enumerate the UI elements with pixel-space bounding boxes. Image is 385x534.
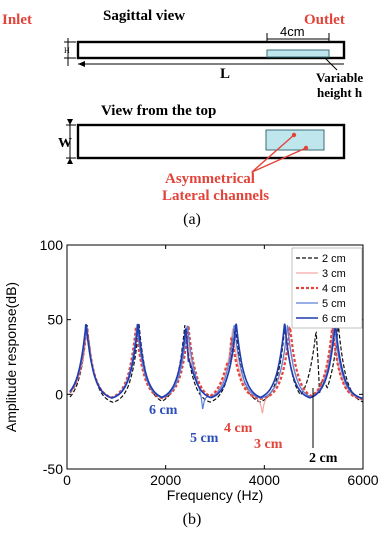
width-arrow-bottom bbox=[67, 158, 73, 164]
variable-height-line2: height h bbox=[317, 85, 363, 100]
x-tick-label: 4000 bbox=[249, 472, 280, 488]
x-tick-label: 2000 bbox=[150, 472, 181, 488]
variable-height-line1: Variable bbox=[316, 70, 363, 85]
legend-label: 6 cm bbox=[322, 313, 346, 325]
legend-label: 3 cm bbox=[322, 268, 346, 280]
series-line-6cm bbox=[69, 323, 363, 400]
legend-items: 2 cm 3 cm 4 cm 5 cm 6 cm bbox=[296, 253, 346, 325]
sagittal-lateral-channel bbox=[266, 49, 330, 58]
x-tick-label: 6000 bbox=[347, 472, 378, 488]
annotation-2cm: 2 cm bbox=[309, 451, 338, 466]
legend-label: 4 cm bbox=[322, 283, 346, 295]
inlet-label: Inlet bbox=[2, 12, 32, 28]
annotation-5cm: 5 cm bbox=[190, 431, 219, 446]
top-view-title: View from the top bbox=[101, 103, 216, 119]
channel-pointer-dot-1 bbox=[291, 132, 297, 138]
height-label: H bbox=[64, 46, 70, 55]
variable-height-pointer bbox=[324, 57, 338, 71]
length-label: L bbox=[220, 66, 230, 82]
channel-pointer-1 bbox=[251, 134, 295, 173]
lateral-channels-line1: Asymmetrical bbox=[165, 171, 255, 187]
channel-pointer-dot-2 bbox=[303, 145, 309, 151]
y-tick-label: 100 bbox=[40, 237, 64, 253]
x-axis-label: Frequency (Hz) bbox=[167, 487, 263, 503]
series-line-2cm bbox=[69, 324, 363, 403]
channel-pointer-2 bbox=[251, 147, 307, 173]
legend-label: 5 cm bbox=[322, 298, 346, 310]
annotation-3cm: 3 cm bbox=[254, 437, 283, 452]
width-arrow-top bbox=[67, 119, 73, 125]
caption-b: (b) bbox=[183, 511, 202, 528]
x-tick-label: 0 bbox=[63, 472, 71, 488]
y-tick-label: 0 bbox=[55, 386, 63, 402]
y-tick-label: 50 bbox=[47, 312, 63, 328]
top-view-lateral-channel bbox=[265, 129, 325, 151]
lateral-channels-line2: Lateral channels bbox=[162, 188, 269, 204]
legend: 2 cm 3 cm 4 cm 5 cm 6 cm bbox=[291, 247, 363, 329]
sagittal-view-title: Sagittal view bbox=[103, 8, 185, 24]
y-tick-label: -50 bbox=[43, 461, 63, 477]
channel-length-label: 4cm bbox=[280, 24, 305, 39]
response-curves bbox=[69, 323, 364, 414]
panel-a: Inlet Sagittal view Outlet 4cm H L Varia… bbox=[2, 8, 363, 228]
series-line-4cm bbox=[69, 325, 364, 401]
legend-label: 2 cm bbox=[322, 253, 346, 265]
annotation-6cm: 6 cm bbox=[149, 403, 178, 418]
caption-a: (a) bbox=[183, 211, 201, 228]
width-label: W bbox=[58, 136, 72, 151]
outlet-label: Outlet bbox=[304, 12, 345, 28]
annotation-4cm: 4 cm bbox=[224, 421, 253, 436]
y-axis-label: Amplitude response(dB) bbox=[3, 282, 19, 432]
length-arrow-left bbox=[78, 61, 85, 67]
